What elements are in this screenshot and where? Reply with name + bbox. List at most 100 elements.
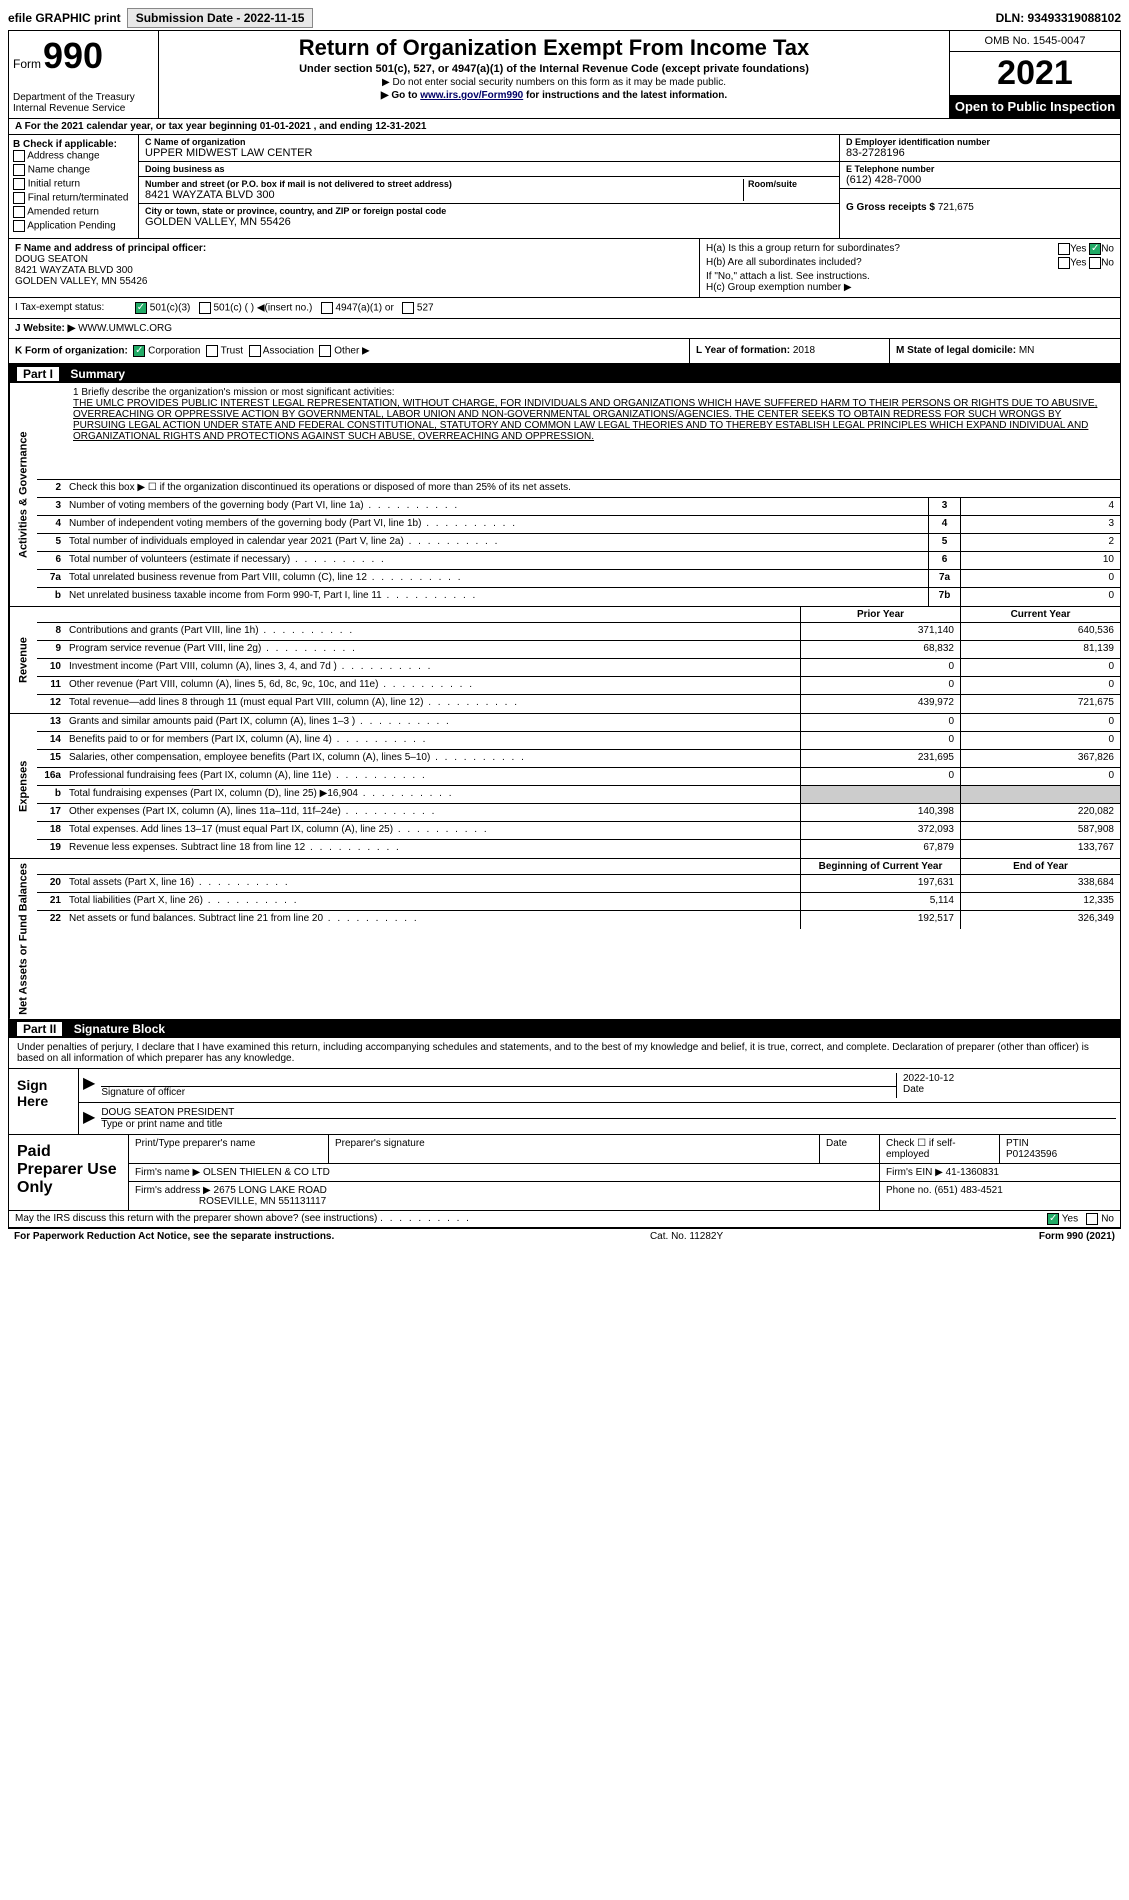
- line-15: 15 Salaries, other compensation, employe…: [37, 750, 1120, 768]
- boy-eoy-header: Beginning of Current Year End of Year: [37, 859, 1120, 875]
- officer-label: F Name and address of principal officer:: [15, 243, 206, 254]
- line-box: 7a: [928, 570, 960, 587]
- section-deg: D Employer identification number 83-2728…: [840, 135, 1120, 238]
- discuss-no-check[interactable]: [1086, 1213, 1098, 1225]
- chk-amended-return[interactable]: Amended return: [13, 206, 134, 218]
- line-16a: 16a Professional fundraising fees (Part …: [37, 768, 1120, 786]
- line-box: 4: [928, 516, 960, 533]
- chk-initial-return[interactable]: Initial return: [13, 178, 134, 190]
- form-word: Form: [13, 57, 41, 71]
- part-1-title: Summary: [70, 367, 125, 381]
- prior-value: 197,631: [800, 875, 960, 892]
- h-b-yes-check[interactable]: [1058, 257, 1070, 269]
- city-value: GOLDEN VALLEY, MN 55426: [145, 216, 833, 228]
- dba-cell: Doing business as: [139, 162, 839, 177]
- ssn-note: ▶ Do not enter social security numbers o…: [167, 77, 941, 88]
- prior-value: 192,517: [800, 911, 960, 929]
- current-year-hdr: Current Year: [960, 607, 1120, 622]
- chk-final-return[interactable]: Final return/terminated: [13, 192, 134, 204]
- current-value: 0: [960, 714, 1120, 731]
- prior-value: 140,398: [800, 804, 960, 821]
- line-12: 12 Total revenue—add lines 8 through 11 …: [37, 695, 1120, 713]
- prior-value: 67,879: [800, 840, 960, 858]
- line-desc: Professional fundraising fees (Part IX, …: [65, 768, 800, 785]
- website-value: WWW.UMWLC.ORG: [78, 323, 172, 334]
- prior-value: 0: [800, 677, 960, 694]
- state-domicile-value: MN: [1019, 345, 1035, 356]
- h-a-yes-check[interactable]: [1058, 243, 1070, 255]
- line-value: 10: [960, 552, 1120, 569]
- phone-label: E Telephone number: [846, 164, 1114, 174]
- chk-other[interactable]: [319, 345, 331, 357]
- line-desc: Number of independent voting members of …: [65, 516, 928, 533]
- part-2-title: Signature Block: [74, 1022, 165, 1036]
- chk-501c3[interactable]: ✓: [135, 302, 147, 314]
- line-20: 20 Total assets (Part X, line 16) 197,63…: [37, 875, 1120, 893]
- firm-ein-label: Firm's EIN ▶: [886, 1167, 943, 1178]
- line-desc: Revenue less expenses. Subtract line 18 …: [65, 840, 800, 858]
- h-b-no-check[interactable]: [1089, 257, 1101, 269]
- chk-association[interactable]: [249, 345, 261, 357]
- prior-value: 231,695: [800, 750, 960, 767]
- discuss-yes-check[interactable]: ✓: [1047, 1213, 1059, 1225]
- firm-name: OLSEN THIELEN & CO LTD: [203, 1167, 330, 1178]
- discuss-label: May the IRS discuss this return with the…: [15, 1213, 377, 1224]
- current-value: 81,139: [960, 641, 1120, 658]
- line-b: b Net unrelated business taxable income …: [37, 588, 1120, 606]
- chk-4947[interactable]: [321, 302, 333, 314]
- section-b-to-g: B Check if applicable: Address change Na…: [9, 135, 1120, 239]
- current-value: 587,908: [960, 822, 1120, 839]
- form-org-label: K Form of organization:: [15, 346, 128, 357]
- line-desc: Program service revenue (Part VIII, line…: [65, 641, 800, 658]
- line-desc: Total revenue—add lines 8 through 11 (mu…: [65, 695, 800, 713]
- addr-value: 8421 WAYZATA BLVD 300: [145, 189, 743, 201]
- gross-receipts-cell: G Gross receipts $ 721,675: [840, 189, 1120, 238]
- line-11: 11 Other revenue (Part VIII, column (A),…: [37, 677, 1120, 695]
- firm-phone-label: Phone no.: [886, 1185, 932, 1196]
- line-21: 21 Total liabilities (Part X, line 26) 5…: [37, 893, 1120, 911]
- row-a-text: A For the 2021 calendar year, or tax yea…: [15, 121, 426, 132]
- ptin-value: P01243596: [1006, 1149, 1114, 1160]
- city-label: City or town, state or province, country…: [145, 206, 833, 216]
- gross-receipts-label: G Gross receipts $: [846, 202, 935, 213]
- dln-label: DLN: 93493319088102: [996, 11, 1121, 25]
- current-value: 0: [960, 659, 1120, 676]
- part-1-header: Part I Summary: [9, 365, 1120, 383]
- line-17: 17 Other expenses (Part IX, column (A), …: [37, 804, 1120, 822]
- section-j: J Website: ▶ WWW.UMWLC.ORG: [9, 319, 1120, 339]
- form-ref: Form 990 (2021): [1039, 1231, 1115, 1242]
- section-h: H(a) Is this a group return for subordin…: [700, 239, 1120, 297]
- line-4: 4 Number of independent voting members o…: [37, 516, 1120, 534]
- prep-date-label: Date: [820, 1135, 880, 1163]
- chk-501c[interactable]: [199, 302, 211, 314]
- chk-name-change[interactable]: Name change: [13, 164, 134, 176]
- city-cell: City or town, state or province, country…: [139, 204, 839, 230]
- submission-date-button[interactable]: Submission Date - 2022-11-15: [127, 8, 314, 28]
- chk-address-change[interactable]: Address change: [13, 150, 134, 162]
- line-desc: Investment income (Part VIII, column (A)…: [65, 659, 800, 676]
- line-desc: Net assets or fund balances. Subtract li…: [65, 911, 800, 929]
- line-14: 14 Benefits paid to or for members (Part…: [37, 732, 1120, 750]
- current-value: 0: [960, 677, 1120, 694]
- h-a-no-check[interactable]: ✓: [1089, 243, 1101, 255]
- prior-value: 0: [800, 768, 960, 785]
- irs-link[interactable]: www.irs.gov/Form990: [420, 90, 523, 101]
- chk-trust[interactable]: [206, 345, 218, 357]
- cat-number: Cat. No. 11282Y: [334, 1231, 1039, 1242]
- chk-527[interactable]: [402, 302, 414, 314]
- current-value: [960, 786, 1120, 803]
- ein-label: D Employer identification number: [846, 137, 1114, 147]
- arrow-icon: ▶: [83, 1073, 95, 1098]
- net-assets-section: Net Assets or Fund Balances Beginning of…: [9, 859, 1120, 1020]
- part-2-label: Part II: [17, 1022, 62, 1036]
- irs-link-line: ▶ Go to www.irs.gov/Form990 for instruct…: [167, 90, 941, 101]
- chk-application-pending[interactable]: Application Pending: [13, 220, 134, 232]
- org-name-cell: C Name of organization UPPER MIDWEST LAW…: [139, 135, 839, 162]
- line-desc: Total unrelated business revenue from Pa…: [65, 570, 928, 587]
- paid-preparer-block: Paid Preparer Use Only Print/Type prepar…: [9, 1135, 1120, 1211]
- firm-addr1: 2675 LONG LAKE ROAD: [214, 1185, 327, 1196]
- side-expenses: Expenses: [9, 714, 37, 858]
- tax-status-opts: ✓ 501(c)(3) 501(c) ( ) ◀(insert no.) 494…: [129, 298, 1120, 318]
- chk-corporation[interactable]: ✓: [133, 345, 145, 357]
- sign-here-label: Sign Here: [9, 1069, 79, 1134]
